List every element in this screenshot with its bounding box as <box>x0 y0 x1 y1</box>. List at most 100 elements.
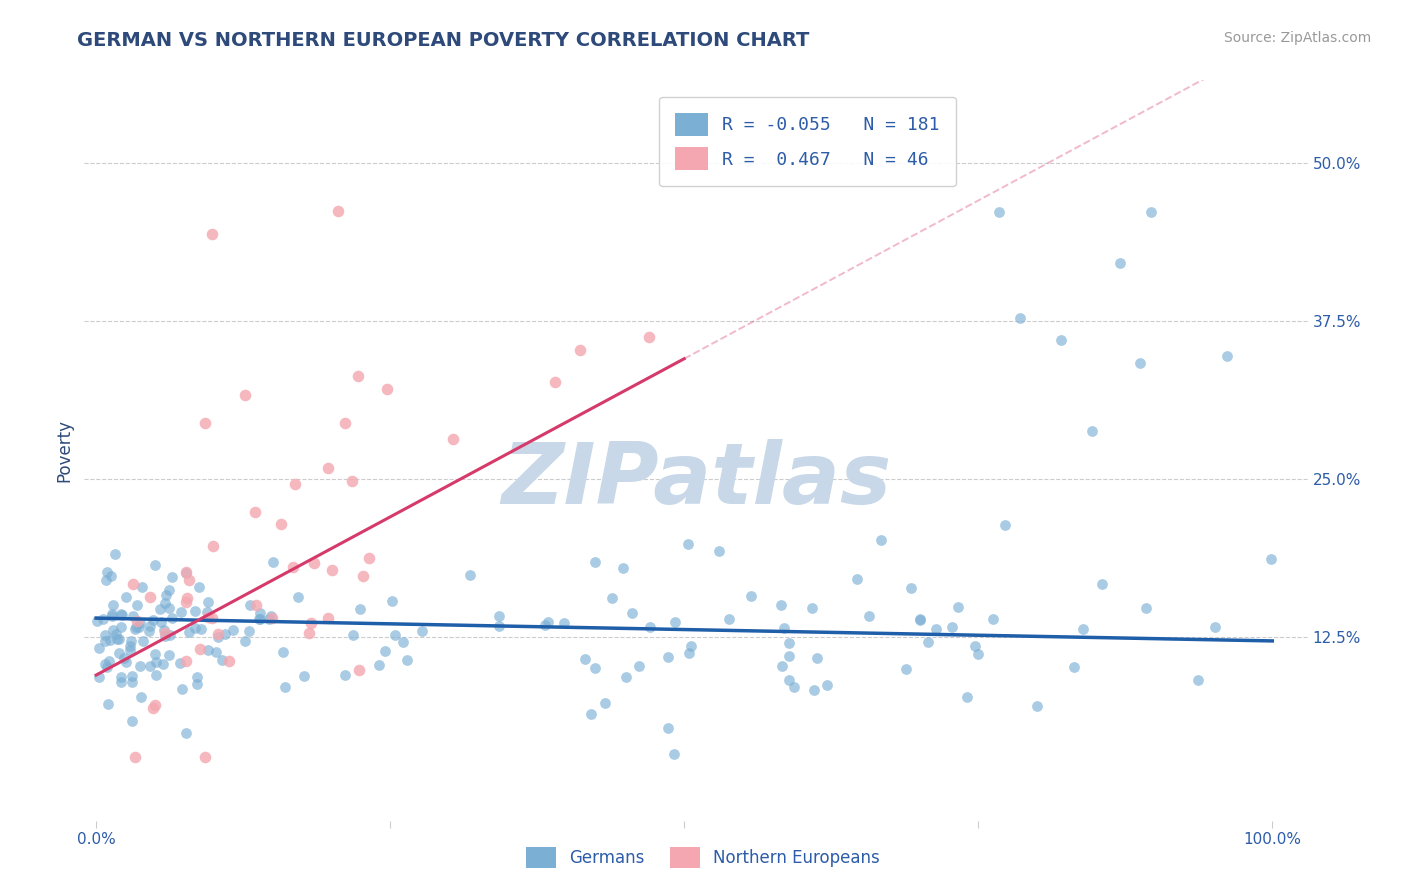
Point <box>612 560 634 574</box>
Point <box>321 563 343 577</box>
Point <box>105 632 128 646</box>
Point <box>170 605 193 619</box>
Point <box>778 648 800 663</box>
Point <box>396 653 419 667</box>
Point <box>664 615 686 629</box>
Point <box>89 640 111 655</box>
Point <box>247 612 270 626</box>
Point <box>392 634 415 648</box>
Point <box>197 610 219 624</box>
Point <box>1108 256 1130 270</box>
Point <box>614 670 637 684</box>
Legend: Germans, Northern Europeans: Germans, Northern Europeans <box>519 840 887 875</box>
Point <box>287 591 309 605</box>
Point <box>384 628 406 642</box>
Point <box>108 646 131 660</box>
Point <box>103 598 125 612</box>
Point <box>239 599 262 613</box>
Point <box>157 601 180 615</box>
Point <box>139 659 162 673</box>
Point <box>292 669 315 683</box>
Point <box>184 621 207 635</box>
Point <box>186 670 208 684</box>
Point <box>740 589 762 603</box>
Point <box>297 625 319 640</box>
Point <box>98 632 121 647</box>
Point <box>120 639 142 653</box>
Point <box>115 655 138 669</box>
Point <box>955 690 977 704</box>
Point <box>803 682 825 697</box>
Point <box>257 611 280 625</box>
Point <box>233 388 256 402</box>
Point <box>858 609 880 624</box>
Point <box>681 639 703 653</box>
Point <box>98 654 121 668</box>
Point <box>153 626 176 640</box>
Point <box>218 654 240 668</box>
Point <box>1260 552 1282 566</box>
Point <box>806 651 828 665</box>
Point <box>894 662 917 676</box>
Point <box>188 580 211 594</box>
Point <box>110 670 132 684</box>
Point <box>193 416 215 430</box>
Point <box>718 612 741 626</box>
Point <box>197 595 219 609</box>
Point <box>120 634 142 648</box>
Point <box>211 653 233 667</box>
Point <box>249 606 271 620</box>
Point <box>815 678 838 692</box>
Point <box>352 569 374 583</box>
Point <box>150 615 173 630</box>
Point <box>335 416 357 430</box>
Point <box>328 204 350 219</box>
Point <box>184 604 207 618</box>
Point <box>127 614 149 628</box>
Point <box>924 622 946 636</box>
Point <box>707 544 730 558</box>
Point <box>284 477 307 491</box>
Point <box>579 707 602 722</box>
Point <box>153 623 176 637</box>
Point <box>368 657 391 672</box>
Point <box>238 624 260 638</box>
Point <box>110 607 132 622</box>
Point <box>967 647 990 661</box>
Text: Source: ZipAtlas.com: Source: ZipAtlas.com <box>1223 31 1371 45</box>
Point <box>121 714 143 729</box>
Point <box>190 622 212 636</box>
Point <box>488 609 510 624</box>
Point <box>160 570 183 584</box>
Point <box>207 627 229 641</box>
Point <box>127 598 149 612</box>
Point <box>129 659 152 673</box>
Point <box>174 654 197 668</box>
Point <box>101 608 124 623</box>
Point <box>994 518 1017 533</box>
Point <box>569 343 592 357</box>
Point <box>200 611 222 625</box>
Point <box>846 572 869 586</box>
Point <box>963 640 986 654</box>
Text: ZIPatlas: ZIPatlas <box>501 439 891 522</box>
Point <box>678 646 700 660</box>
Point <box>281 560 304 574</box>
Point <box>347 663 370 677</box>
Point <box>174 595 197 609</box>
Point <box>157 648 180 662</box>
Point <box>121 609 143 624</box>
Point <box>188 641 211 656</box>
Point <box>125 620 148 634</box>
Point <box>318 610 340 624</box>
Point <box>128 620 150 634</box>
Point <box>583 555 606 569</box>
Point <box>105 627 128 641</box>
Point <box>460 568 482 582</box>
Point <box>121 669 143 683</box>
Point <box>381 594 404 608</box>
Point <box>769 598 792 612</box>
Point <box>142 613 165 627</box>
Point <box>676 537 699 551</box>
Point <box>900 581 922 595</box>
